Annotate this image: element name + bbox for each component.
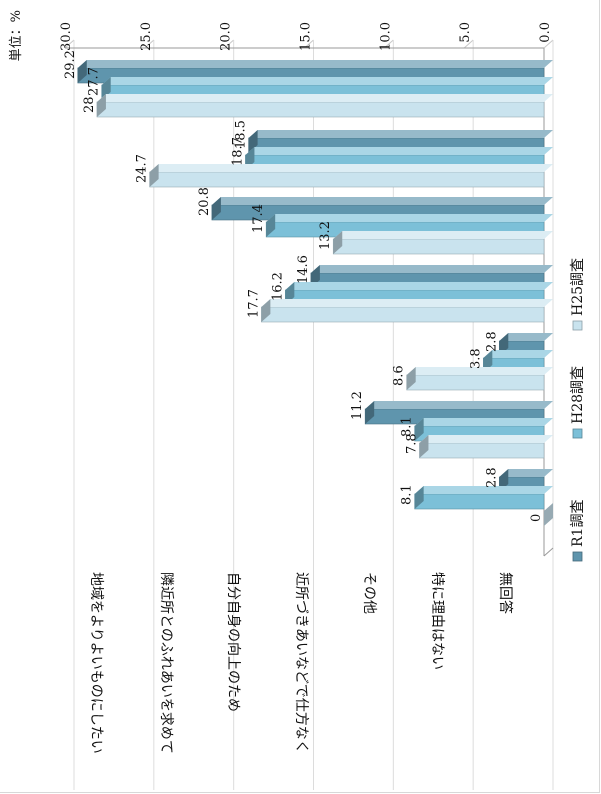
value-label: 0 <box>529 514 544 522</box>
bar <box>261 299 553 323</box>
legend-swatch <box>572 428 583 439</box>
bar <box>149 164 553 188</box>
tick-label: 20.0 <box>219 22 234 51</box>
legend-label: H25調査 <box>570 258 586 316</box>
value-label: 17.4 <box>251 204 266 233</box>
value-label: 8.6 <box>392 365 407 386</box>
legend-swatch <box>572 320 583 331</box>
category-label: 地域をよりよいものにしたい <box>88 572 104 754</box>
gridline <box>384 39 394 49</box>
tick-label: 25.0 <box>139 22 154 51</box>
value-label: 29.2 <box>63 50 78 79</box>
value-label: 8.1 <box>400 416 415 437</box>
bar <box>332 231 553 255</box>
category-label: その他 <box>361 572 377 614</box>
category-label: 無回答 <box>497 572 514 614</box>
value-label: 27.7 <box>87 67 102 96</box>
legend-swatch <box>572 551 583 562</box>
value-label: 3.8 <box>468 348 483 369</box>
value-label: 13.2 <box>318 221 333 250</box>
unit-label: 単位：% <box>8 10 24 61</box>
legend-item: R1調査 <box>570 500 586 562</box>
legend-label: R1調査 <box>570 500 586 547</box>
category-label: 特に理由はない <box>429 572 445 670</box>
value-label: 8.1 <box>400 484 415 505</box>
tick-label: 10.0 <box>378 22 393 51</box>
value-label: 17.7 <box>246 289 261 318</box>
bar <box>544 503 553 526</box>
value-label: 18.7 <box>230 137 245 166</box>
bar <box>419 435 553 459</box>
value-label: 7.8 <box>404 433 419 454</box>
bar <box>414 486 553 510</box>
value-label: 2.8 <box>484 331 499 352</box>
tick-label: 30.0 <box>59 22 74 51</box>
value-label: 28 <box>82 96 97 113</box>
value-label: 20.8 <box>197 187 212 216</box>
value-label: 11.2 <box>350 391 365 420</box>
legend-item: H25調査 <box>570 258 586 331</box>
legend: R1調査 H28調査 H25調査 <box>570 258 586 562</box>
bar <box>483 350 553 374</box>
category-labels: 地域をよりよいものにしたい 隣近所とのふれあいを求めて 自分自身の向上のため 近所づき… <box>88 572 514 754</box>
value-label: 16.2 <box>270 272 285 301</box>
category-label: 隣近所とのふれあいを求めて <box>158 572 174 754</box>
tick-label: 0.0 <box>538 22 553 43</box>
bar <box>406 367 553 391</box>
tick-label: 5.0 <box>458 22 473 43</box>
gridline <box>224 39 234 49</box>
tick-label: 15.0 <box>299 22 314 51</box>
value-label: 14.6 <box>296 255 311 284</box>
category-label: 近所づきあいなどで仕方なく <box>293 572 309 754</box>
gridline <box>463 39 474 49</box>
floor-edge-line <box>543 547 554 557</box>
value-label: 2.8 <box>484 467 499 488</box>
value-label: 18.5 <box>234 120 249 149</box>
gridline <box>64 39 75 49</box>
gridline <box>144 39 155 49</box>
legend-item: H28調査 <box>570 366 586 439</box>
bar <box>96 94 553 118</box>
gridline <box>543 39 554 49</box>
category-label: 自分自身の向上のため <box>225 572 241 712</box>
value-label: 24.7 <box>135 154 150 183</box>
gridline <box>304 39 314 49</box>
bars <box>77 60 554 526</box>
value-labels: 29.2 18.5 20.8 14.6 2.8 11.2 2.8 27.7 18.7 17.4 16… <box>63 50 544 522</box>
legend-label: H28調査 <box>570 366 586 424</box>
